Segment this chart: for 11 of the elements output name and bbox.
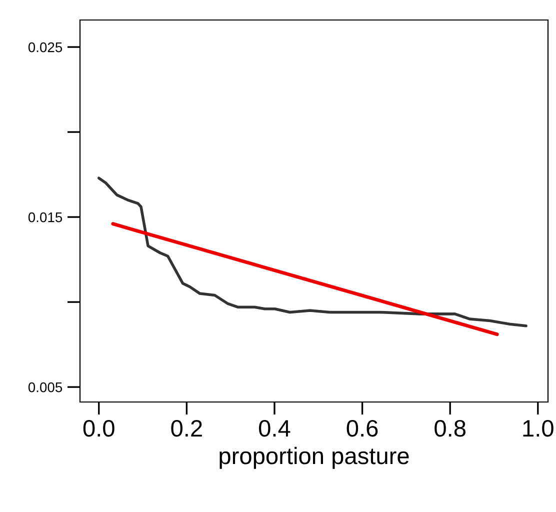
x-tick-label: 0.0 bbox=[83, 420, 114, 437]
y-tick-label: 0.015 bbox=[28, 212, 62, 222]
y-tick-label: 0.005 bbox=[28, 382, 62, 392]
y-tick-label: 0.025 bbox=[28, 42, 62, 52]
x-tick-label: 0.2 bbox=[171, 420, 202, 437]
line-series bbox=[97, 176, 528, 328]
x-tick-label: 1.0 bbox=[523, 420, 554, 437]
x-tick-label: 0.4 bbox=[259, 420, 290, 437]
x-tick-label: 0.8 bbox=[434, 420, 466, 437]
x-axis-title: proportion pasture bbox=[220, 446, 409, 469]
x-tick-label: 0.6 bbox=[346, 420, 378, 437]
